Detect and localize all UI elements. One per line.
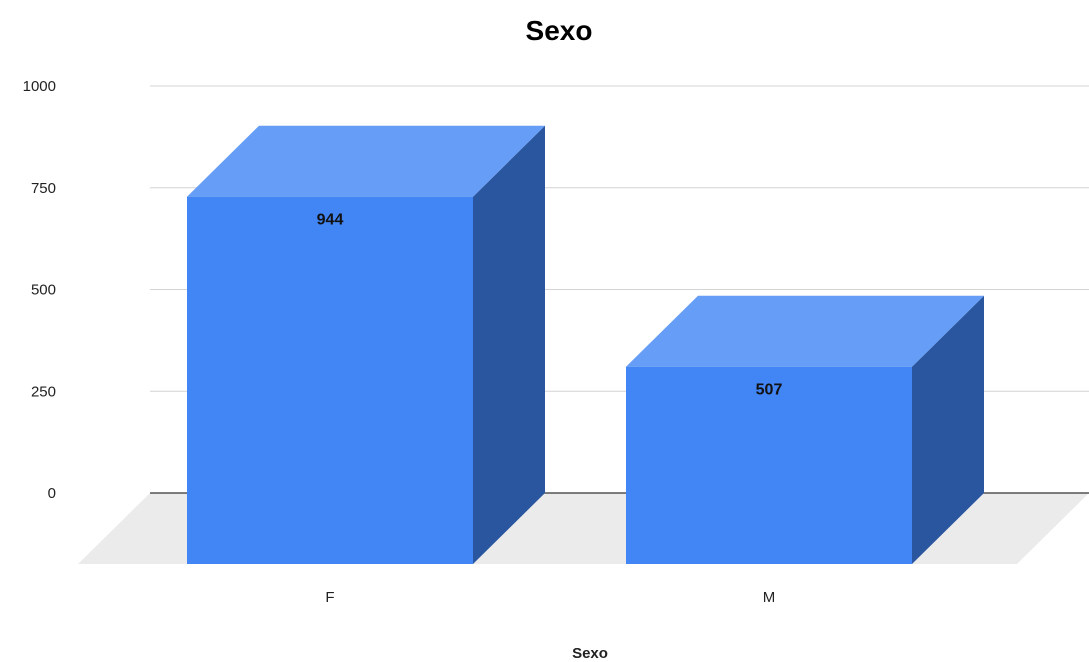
x-axis-title: Sexo <box>572 645 608 662</box>
data-label: 507 <box>756 382 783 399</box>
bar-front-face <box>187 196 473 565</box>
y-tick-label: 1000 <box>23 78 56 95</box>
bar-top-face <box>626 295 984 367</box>
y-axis: 0 250 500 750 1000 <box>23 78 56 502</box>
bars: 944 507 <box>187 125 984 565</box>
data-label: 944 <box>317 212 344 229</box>
bar-M: 507 <box>626 295 984 564</box>
y-tick-label: 500 <box>31 282 56 299</box>
y-tick-label: 250 <box>31 383 56 400</box>
bar-side-face <box>912 295 984 564</box>
bar-top-face <box>187 125 545 197</box>
x-tick-label: F <box>325 589 334 606</box>
chart-title: Sexo <box>526 15 593 46</box>
y-tick-label: 750 <box>31 180 56 197</box>
y-tick-label: 0 <box>48 485 56 502</box>
bar-front-face <box>626 366 912 564</box>
bar-F: 944 <box>187 125 545 565</box>
x-tick-label: M <box>763 589 776 606</box>
bar-side-face <box>473 125 545 565</box>
